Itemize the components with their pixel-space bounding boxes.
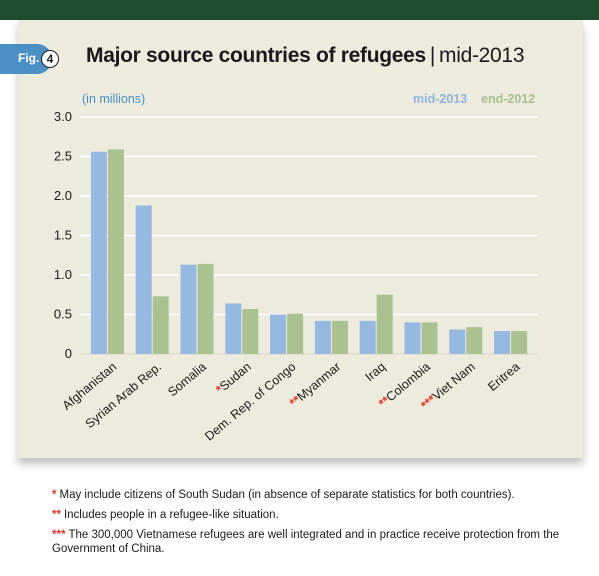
category-name: Iraq [363,360,389,385]
bar-end-2012 [466,327,483,354]
y-tick-label: 1.5 [54,228,72,243]
x-tick-label: Iraq [363,360,389,385]
bar-mid-2013 [449,329,466,354]
x-tick-label: Eritrea [485,360,522,394]
bar-end-2012 [421,322,438,354]
chart-subtitle: mid-2013 [439,44,525,67]
category-name: Somalia [165,360,209,400]
category-name: Syrian Arab Rep. [83,360,164,431]
header-bar [0,0,599,20]
y-tick-label: 3.0 [54,109,72,124]
x-tick-label: Syrian Arab Rep. [83,360,164,431]
figure-number: 4 [41,50,59,68]
bar-end-2012 [287,313,304,354]
bar-mid-2013 [314,320,331,354]
bar-end-2012 [152,296,169,354]
bar-mid-2013 [180,264,197,354]
title-separator: | [429,44,436,67]
footnote-text: The 300,000 Vietnamese refugees are well… [52,529,560,555]
unit-label: (in millions) [82,92,146,106]
footnote: *** The 300,000 Vietnamese refugees are w… [52,528,572,556]
category-name: Sudan [217,360,254,394]
bar-mid-2013 [135,205,152,354]
y-tick-label: 2.5 [54,149,72,164]
figure-label: Fig. [18,51,40,65]
footnote-stars: *** [52,529,66,541]
category-name: Myanmar [294,360,343,404]
bar-end-2012 [511,331,528,354]
legend-end-2012: end-2012 [481,92,536,106]
y-tick-label: 0.5 [54,307,72,322]
footnote-text: May include citizens of South Sudan (in … [59,489,515,501]
category-name: Eritrea [485,360,522,394]
y-tick-label: 1.0 [54,267,72,282]
footnotes: * May include citizens of South Sudan (in… [52,488,572,562]
chart-title: Major source countries of refugees | mid-2… [86,44,525,68]
footnote: ** Includes people in a refugee-like situ… [52,508,572,522]
bar-mid-2013 [90,151,107,354]
bar-end-2012 [242,308,259,354]
footnote-text: Includes people in a refugee-like situat… [63,509,279,521]
category-name: Viet Nam [430,360,478,404]
y-tick-label: 2.0 [54,188,72,203]
footnote: * May include citizens of South Sudan (in… [52,488,572,502]
bar-end-2012 [197,263,214,354]
legend-mid-2013: mid-2013 [413,92,468,106]
bar-mid-2013 [225,303,242,354]
bar-end-2012 [376,294,393,354]
bar-end-2012 [331,320,348,354]
x-tick-label: *Sudan [213,360,253,397]
x-tick-label: Somalia [165,360,209,400]
footnote-stars: ** [52,509,61,521]
bar-mid-2013 [404,322,421,354]
bar-mid-2013 [270,314,287,354]
footnote-stars: * [52,489,57,501]
bar-mid-2013 [494,331,511,354]
y-tick-label: 0 [65,346,72,361]
chart-title-main: Major source countries of refugees [86,44,426,67]
bar-mid-2013 [359,320,376,354]
bar-end-2012 [107,149,124,354]
